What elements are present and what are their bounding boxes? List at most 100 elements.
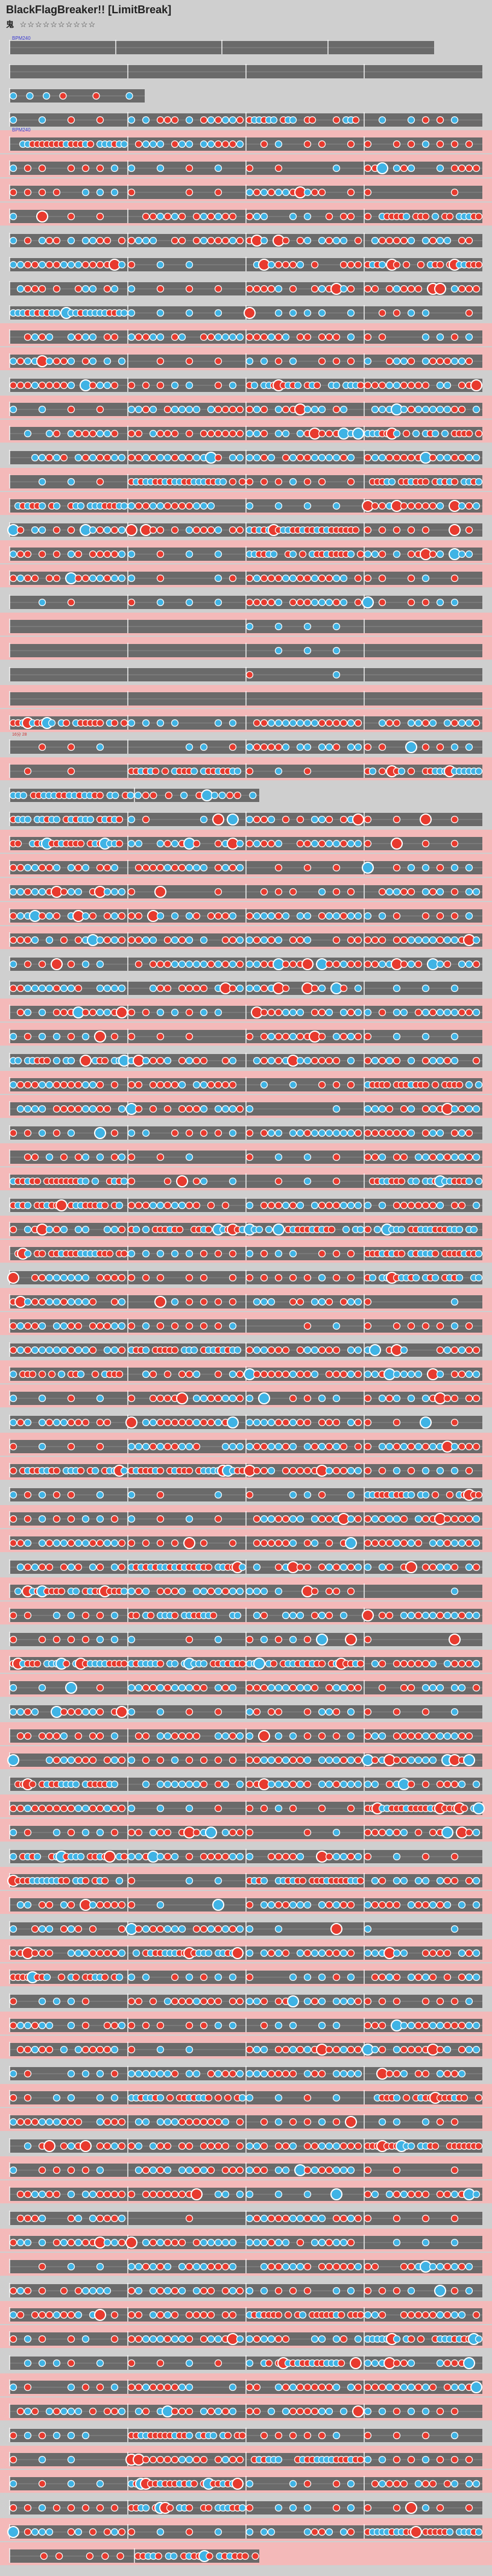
ka-note (185, 1877, 194, 1885)
don-note (178, 1056, 186, 1065)
don-note (274, 743, 283, 751)
ka-note (311, 1539, 319, 1547)
don-note (52, 1105, 61, 1113)
don-note (116, 1006, 128, 1018)
ka-note (303, 1153, 312, 1161)
ka-note (332, 2094, 341, 2102)
ka-note (298, 2311, 307, 2319)
don-note (337, 2359, 345, 2367)
ka-note (371, 1949, 379, 1957)
ka-note (81, 1105, 90, 1113)
don-note (62, 719, 71, 727)
ka-note (332, 1442, 341, 1451)
don-note (156, 1466, 165, 1475)
don-note (325, 2166, 333, 2174)
don-note (282, 984, 290, 993)
don-note (245, 1780, 254, 1788)
ka-note (67, 2407, 75, 2416)
don-note (450, 140, 459, 148)
don-note (446, 212, 454, 221)
don-note (347, 1274, 355, 1282)
ka-note (414, 719, 423, 727)
don-note (303, 333, 312, 341)
don-note (436, 1901, 444, 1909)
don-note (81, 2383, 90, 2391)
ka-note (378, 960, 386, 968)
don-note (31, 1081, 39, 1089)
chart-row (9, 1704, 482, 1719)
ka-note (229, 1852, 237, 1861)
don-note (458, 2045, 466, 2054)
don-note (226, 791, 234, 800)
don-note (378, 333, 386, 341)
don-note (163, 1828, 172, 1837)
don-note (443, 2190, 452, 2199)
ka-note (421, 2407, 430, 2416)
don-note (400, 2480, 408, 2488)
ka-note (245, 1997, 254, 2006)
ka-note (42, 92, 51, 100)
don-note (178, 2190, 186, 2199)
don-note (9, 1997, 17, 2006)
don-note (303, 1563, 312, 1571)
ka-note (149, 2069, 157, 2078)
don-note (236, 2287, 244, 2295)
ka-note (339, 285, 348, 293)
don-note (421, 1852, 430, 1861)
ka-note (81, 2287, 90, 2295)
don-note (364, 1515, 372, 1523)
don-note (120, 1249, 128, 1258)
don-note (67, 598, 75, 607)
ka-note (289, 1901, 297, 1909)
ka-note (371, 1056, 379, 1065)
ka-note (407, 2021, 415, 2030)
ka-note (429, 1756, 437, 1764)
ka-note (221, 2118, 230, 2126)
ka-note (325, 912, 333, 920)
ka-note (192, 502, 201, 510)
ka-note (245, 1201, 254, 1210)
don-note (267, 2262, 276, 2271)
don-note (178, 212, 186, 221)
don-note (260, 2431, 268, 2440)
don-note (393, 1756, 401, 1764)
ka-note (110, 984, 119, 993)
ka-note (110, 1322, 119, 1330)
ka-note (436, 1539, 444, 1547)
ka-note (178, 1081, 186, 1089)
ka-note (450, 2383, 459, 2391)
ka-note (450, 1298, 459, 1306)
don-note (200, 2455, 208, 2464)
don-note (200, 2311, 208, 2319)
ka-note (24, 2431, 32, 2440)
ka-note (421, 2118, 430, 2126)
ka-note (289, 2214, 297, 2223)
don-note (185, 502, 194, 510)
ka-note (127, 502, 136, 510)
don-note (260, 743, 268, 751)
ka-note (204, 1949, 213, 1957)
ka-note (421, 1877, 430, 1885)
don-note (350, 2357, 362, 2369)
ka-note (110, 2383, 119, 2391)
ka-note (407, 1056, 415, 1065)
don-note (81, 2504, 90, 2512)
ka-note (38, 2455, 46, 2464)
don-note (267, 1201, 276, 1210)
ka-note (178, 1587, 186, 1596)
don-note (429, 236, 437, 245)
ka-note (52, 1322, 61, 1330)
don-note (171, 2455, 179, 2464)
ka-note (214, 1635, 222, 1644)
don-note (60, 1563, 68, 1571)
ka-note (221, 863, 230, 872)
don-note (67, 2335, 75, 2343)
don-note (354, 1997, 362, 2006)
ka-note (414, 2480, 423, 2488)
ka-note (393, 1949, 401, 1957)
don-note (207, 2262, 215, 2271)
don-note (282, 453, 290, 462)
don-note (24, 333, 32, 341)
ka-note (127, 405, 136, 414)
ka-note (171, 912, 179, 920)
